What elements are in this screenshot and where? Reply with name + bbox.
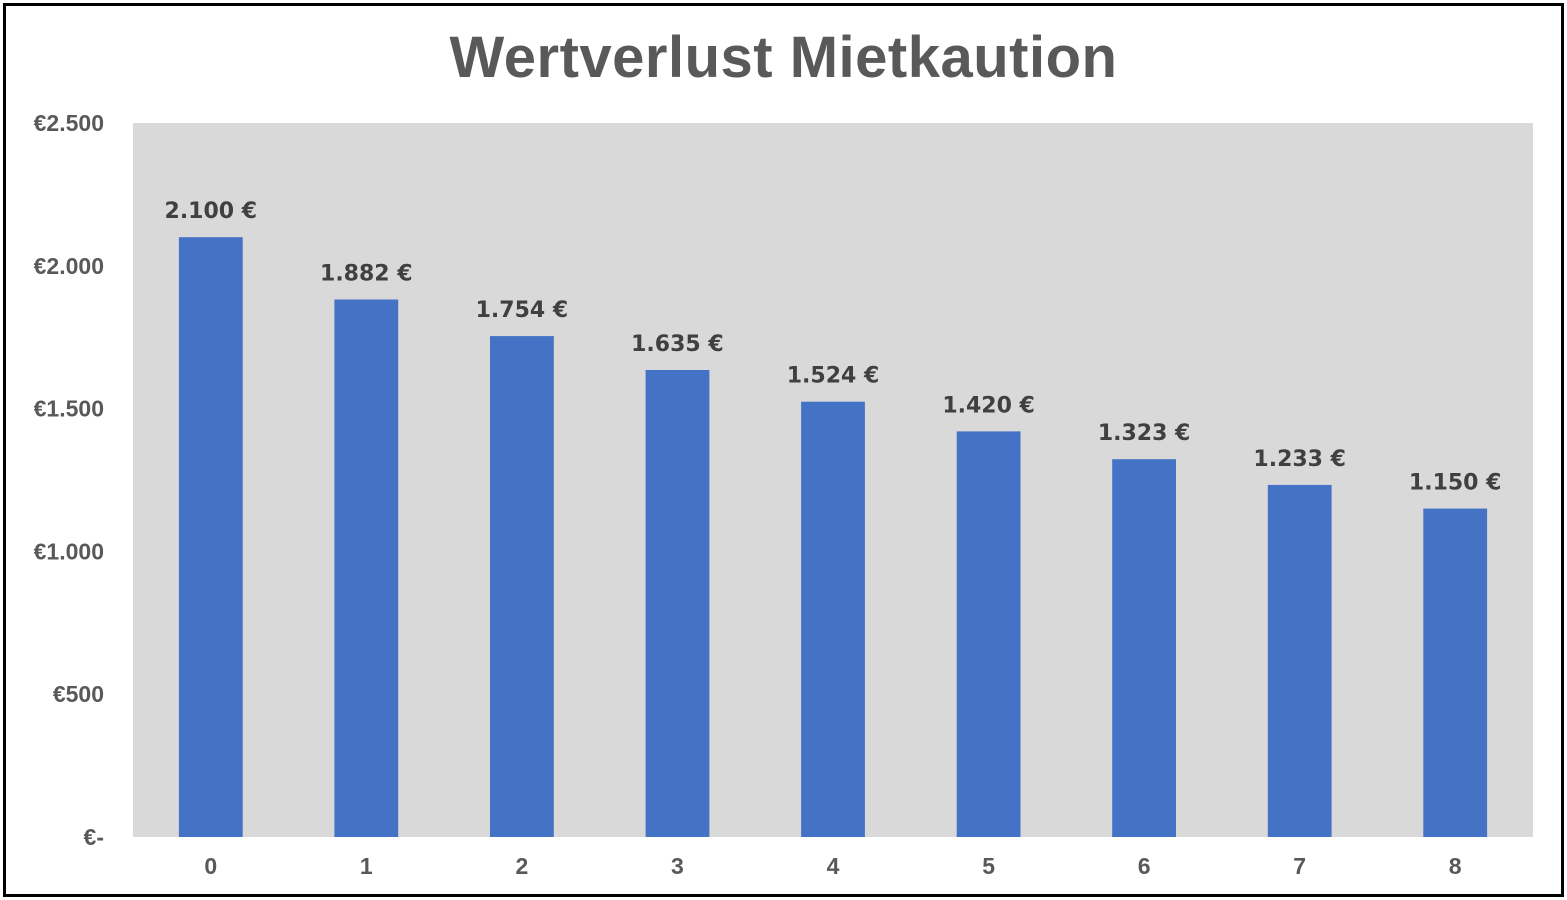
data-labels: 2.100 € 1.882 € 1.754 € 1.635 € 1.524 € 1.420… (165, 199, 1502, 495)
data-label-5: 1.420 € (942, 393, 1035, 418)
bar-2 (490, 336, 554, 837)
data-label-4: 1.524 € (787, 364, 880, 389)
data-label-6: 1.323 € (1098, 421, 1191, 446)
data-label-0: 2.100 € (165, 199, 258, 224)
y-axis-ticks: €- €500 €1.000 €1.500 €2.000 €2.500 (34, 110, 104, 850)
x-tick-label-5: 5 (982, 853, 995, 879)
x-tick-label-4: 4 (827, 853, 840, 879)
bar-1 (334, 299, 399, 837)
y-tick-label-1000: €1.000 (34, 538, 104, 564)
bar-3 (645, 370, 710, 837)
data-label-3: 1.635 € (631, 332, 724, 357)
data-label-7: 1.233 € (1253, 447, 1346, 472)
bar-6 (1112, 459, 1176, 837)
y-tick-label-2500: €2.500 (34, 110, 104, 136)
chart-title: Wertverlust Mietkaution (449, 25, 1118, 90)
bar-0 (178, 237, 243, 837)
y-tick-label-0: €- (84, 824, 104, 850)
bars (178, 237, 1488, 837)
y-tick-label-500: €500 (53, 681, 104, 707)
x-tick-label-8: 8 (1449, 853, 1462, 879)
bar-4 (801, 401, 865, 837)
data-label-8: 1.150 € (1409, 471, 1502, 496)
x-tick-label-7: 7 (1293, 853, 1306, 879)
data-label-2: 1.754 € (476, 298, 569, 323)
x-tick-label-6: 6 (1138, 853, 1151, 879)
y-tick-label-2000: €2.000 (34, 253, 104, 279)
x-tick-label-0: 0 (204, 853, 217, 879)
x-axis-ticks: 0 1 2 3 4 5 6 7 8 (204, 853, 1461, 879)
data-label-1: 1.882 € (320, 262, 413, 287)
y-tick-label-1500: €1.500 (34, 396, 104, 422)
bar-7 (1267, 484, 1332, 837)
x-tick-label-2: 2 (516, 853, 529, 879)
x-tick-label-3: 3 (671, 853, 684, 879)
bar-5 (956, 431, 1021, 837)
bar-8 (1423, 508, 1488, 837)
x-tick-label-1: 1 (360, 853, 373, 879)
